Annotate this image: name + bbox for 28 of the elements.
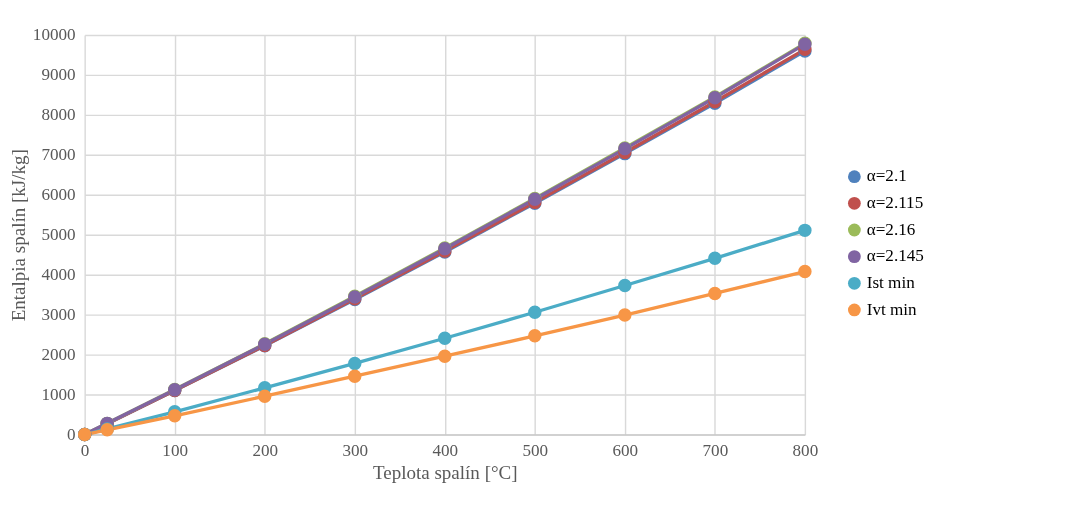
y-tick-label: 9000 <box>41 65 76 85</box>
legend-label: α=2.145 <box>866 246 924 266</box>
x-tick-label: 400 <box>432 440 459 460</box>
legend-label: α=2.115 <box>866 193 924 213</box>
y-tick-label: 1000 <box>41 384 76 404</box>
x-tick-label: 800 <box>792 440 819 460</box>
x-tick-label: 600 <box>612 440 639 460</box>
x-tick-label: 0 <box>80 440 90 460</box>
x-tick-label: 500 <box>522 440 549 460</box>
x-tick-label: 100 <box>162 440 189 460</box>
y-tick-label: 0 <box>67 424 76 444</box>
x-tick-label: 300 <box>342 440 369 460</box>
y-tick-label: 8000 <box>41 105 76 125</box>
y-tick-label: 4000 <box>41 264 76 284</box>
legend-label: α=2.1 <box>866 166 907 186</box>
x-tick-label: 700 <box>702 440 729 460</box>
x-axis-title: Teplota spalín [°C] <box>372 461 518 483</box>
y-tick-label: 5000 <box>41 224 76 244</box>
y-axis-title: Entalpia spalín [kJ/kg] <box>8 149 30 322</box>
legend-label: Ivt min <box>866 299 918 319</box>
y-tick-label: 6000 <box>41 185 76 205</box>
y-tick-label: 10000 <box>32 25 76 45</box>
y-tick-label: 3000 <box>41 304 76 324</box>
x-tick-label: 200 <box>252 440 279 460</box>
y-tick-label: 2000 <box>41 344 76 364</box>
legend-label: Ist min <box>866 273 916 293</box>
legend-label: α=2.16 <box>866 219 916 239</box>
y-tick-label: 7000 <box>41 145 76 165</box>
